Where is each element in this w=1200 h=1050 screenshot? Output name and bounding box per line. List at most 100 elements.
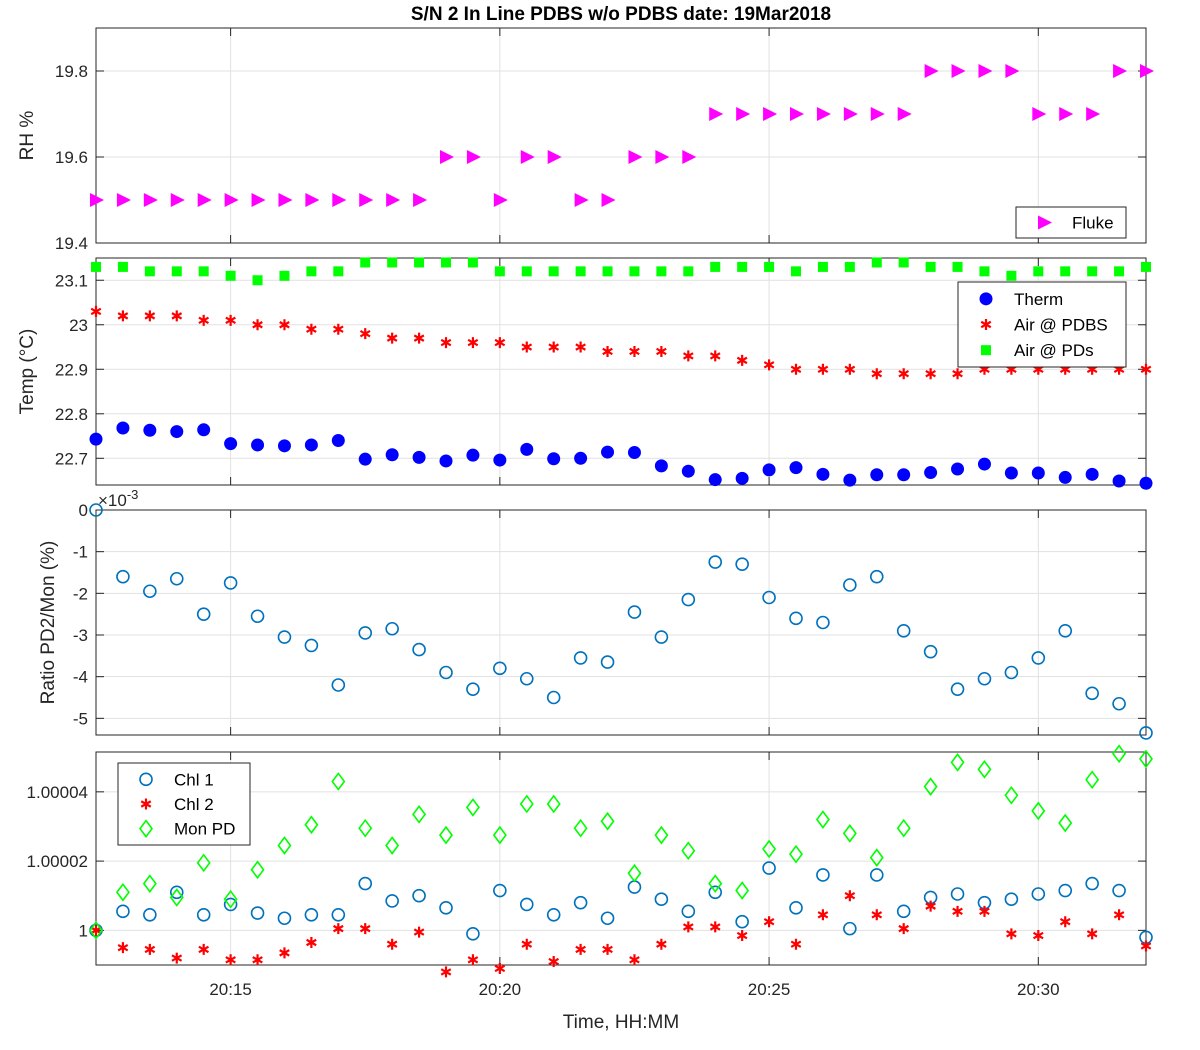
data-point — [654, 459, 668, 473]
data-point — [1004, 785, 1019, 805]
data-point — [762, 861, 776, 875]
data-point — [924, 466, 938, 480]
data-point — [1031, 651, 1046, 665]
data-point — [494, 337, 506, 349]
data-point — [466, 682, 480, 696]
data-point — [546, 690, 561, 705]
data-point — [735, 881, 750, 900]
data-point — [1139, 726, 1153, 740]
data-point — [197, 423, 211, 437]
data-point — [1058, 813, 1073, 833]
data-point — [224, 193, 239, 207]
data-point — [896, 818, 911, 838]
data-point — [979, 266, 990, 277]
data-point — [493, 883, 507, 898]
data-point — [1059, 107, 1074, 121]
data-point — [197, 193, 212, 207]
data-point — [844, 261, 855, 272]
data-point — [333, 266, 344, 277]
legend-marker — [980, 319, 992, 330]
series-fluke — [90, 64, 1154, 207]
data-point — [521, 341, 533, 353]
data-point — [223, 897, 238, 912]
data-point — [359, 193, 374, 207]
data-point — [467, 954, 479, 966]
data-point — [492, 825, 507, 845]
data-point — [764, 261, 775, 272]
y-axis-label: Temp (°C) — [17, 329, 38, 415]
data-point — [89, 432, 103, 446]
data-point — [602, 943, 613, 955]
data-point — [279, 270, 290, 281]
data-point — [842, 824, 857, 843]
data-point — [600, 911, 615, 926]
data-point — [977, 671, 992, 686]
data-point — [548, 341, 560, 353]
data-point — [439, 454, 453, 468]
data-point — [304, 815, 319, 835]
data-point — [627, 605, 642, 619]
panel-4: 1 1.00002 1.00004 Chl 1 Chl 2 Mon PD — [27, 744, 1153, 978]
data-point — [385, 448, 399, 462]
legend: Fluke — [1015, 206, 1127, 239]
data-point — [951, 462, 965, 476]
data-point — [1004, 665, 1019, 680]
data-point — [387, 257, 398, 268]
data-point — [629, 954, 640, 966]
y-axis-label: Ratio PD2/Mon (%) — [38, 541, 59, 705]
data-point — [116, 421, 130, 435]
data-point — [440, 150, 454, 164]
data-point — [412, 888, 426, 903]
data-point — [896, 624, 911, 638]
data-point — [196, 907, 211, 922]
data-point — [467, 257, 478, 268]
data-point — [143, 423, 157, 437]
data-point — [574, 193, 589, 207]
data-point — [735, 914, 749, 929]
data-point — [223, 576, 238, 590]
data-point — [225, 314, 236, 326]
data-point — [1087, 266, 1098, 277]
data-point — [709, 350, 721, 362]
data-point — [924, 64, 939, 78]
plot-frame — [95, 751, 1147, 966]
data-point — [1058, 470, 1072, 484]
data-point — [439, 825, 453, 845]
data-point — [385, 836, 400, 855]
data-point — [467, 337, 479, 349]
data-point — [278, 193, 293, 207]
data-point — [439, 665, 453, 680]
legend: Chl 1 Chl 2 Mon PD — [117, 762, 251, 846]
data-point — [493, 193, 508, 207]
data-point — [440, 966, 452, 978]
data-point — [252, 954, 263, 966]
legend-entry: Fluke — [1072, 214, 1114, 233]
data-point — [198, 943, 210, 955]
data-point — [708, 473, 722, 487]
data-point — [170, 193, 185, 207]
data-point — [170, 425, 184, 439]
data-point — [1004, 892, 1019, 906]
data-point — [1058, 883, 1073, 898]
data-point — [1086, 107, 1101, 121]
data-point — [1140, 940, 1152, 952]
x-tick-label: 20:15 — [209, 980, 252, 999]
data-point — [1113, 909, 1125, 921]
data-point — [655, 150, 670, 164]
data-point — [1112, 883, 1126, 898]
data-point — [1085, 467, 1099, 481]
data-point — [1139, 476, 1153, 490]
data-point — [116, 569, 130, 584]
data-point — [710, 261, 721, 272]
data-point — [654, 825, 669, 845]
data-point — [977, 457, 991, 471]
data-point — [279, 319, 290, 331]
data-point — [1140, 363, 1152, 375]
data-point — [1032, 930, 1044, 942]
data-point — [1141, 261, 1151, 272]
data-point — [629, 345, 640, 357]
data-point — [628, 150, 643, 164]
plot-frame — [95, 509, 1147, 736]
data-point — [142, 874, 157, 893]
data-point — [1085, 876, 1099, 891]
